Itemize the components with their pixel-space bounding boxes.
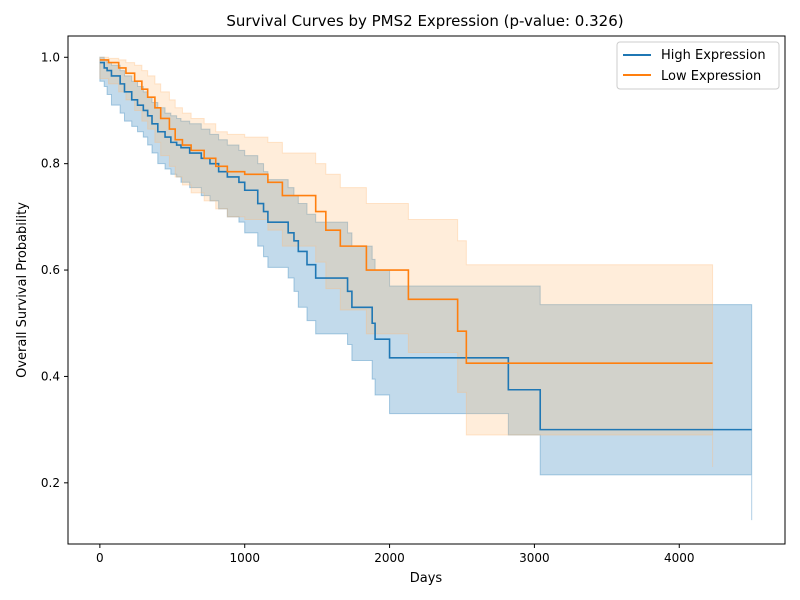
legend-label-low-expression: Low Expression xyxy=(661,69,761,84)
y-tick-label: 1.0 xyxy=(41,50,60,64)
legend-label-high-expression: High Expression xyxy=(661,48,766,63)
x-tick-label: 3000 xyxy=(519,551,550,565)
legend-box xyxy=(616,41,780,90)
ci-band-high-expression xyxy=(99,56,753,521)
y-tick-label: 0.2 xyxy=(41,476,60,490)
y-axis-label: Overall Survival Probability xyxy=(15,202,30,378)
x-tick-label: 1000 xyxy=(229,551,260,565)
x-axis-label: Days xyxy=(410,571,443,586)
y-axis: 0.2 0.4 0.6 0.8 1.0 xyxy=(41,50,68,490)
survival-line-low-expression xyxy=(99,59,713,364)
ci-band-low-expression xyxy=(99,56,714,467)
x-tick-label: 2000 xyxy=(374,551,405,565)
legend: High Expression Low Expression xyxy=(616,41,780,90)
survival-line-high-expression xyxy=(99,61,752,431)
x-axis: 0 1000 2000 3000 4000 xyxy=(96,544,695,565)
plot-area xyxy=(99,56,753,521)
plot-frame xyxy=(67,35,786,545)
y-tick-label: 0.4 xyxy=(41,369,60,383)
chart-title: Survival Curves by PMS2 Expression (p-va… xyxy=(226,12,623,30)
x-tick-label: 0 xyxy=(96,551,104,565)
y-tick-label: 0.6 xyxy=(41,263,60,277)
y-tick-label: 0.8 xyxy=(41,157,60,171)
x-tick-label: 4000 xyxy=(664,551,695,565)
